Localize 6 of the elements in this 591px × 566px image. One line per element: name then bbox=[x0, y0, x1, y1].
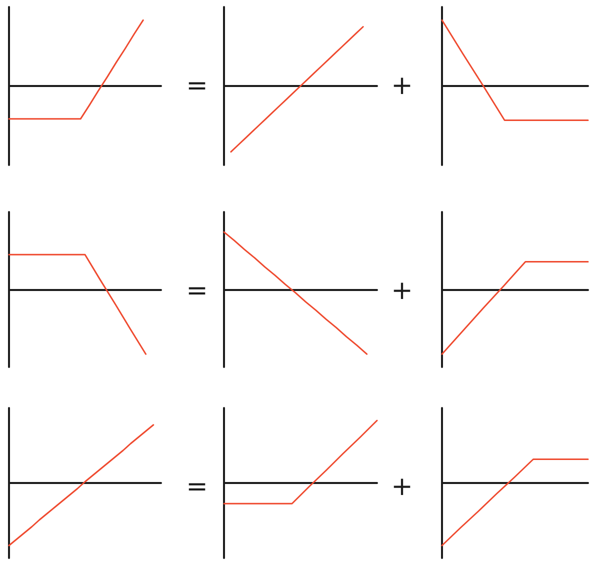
text: + bbox=[391, 71, 413, 101]
text: = bbox=[186, 71, 208, 101]
text: + bbox=[391, 472, 413, 502]
text: + bbox=[391, 276, 413, 306]
text: = bbox=[186, 276, 208, 306]
text: = bbox=[186, 472, 208, 502]
